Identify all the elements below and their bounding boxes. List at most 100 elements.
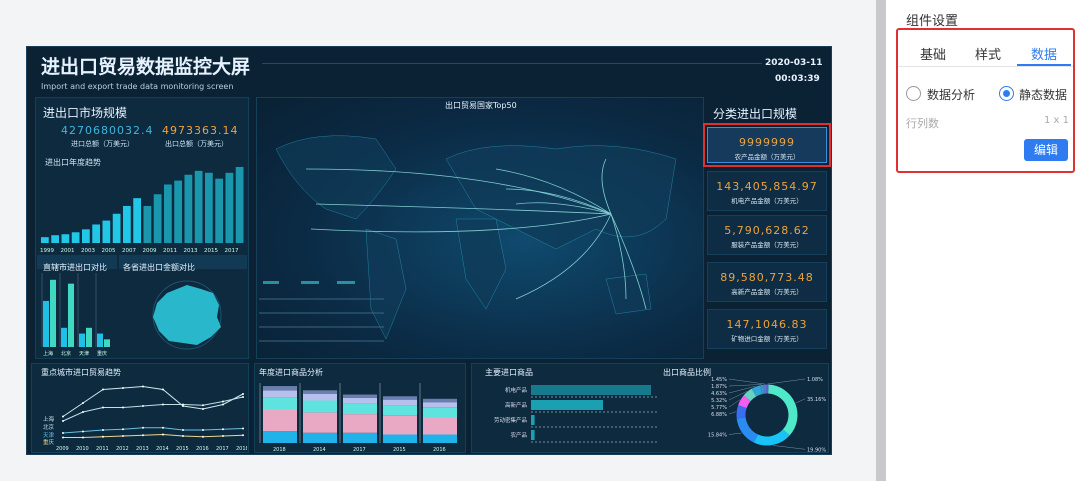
category-card[interactable]: 89,580,773.48 高新产品金额（万美元） [707, 262, 827, 302]
stack-segment [303, 393, 337, 401]
donut-label: 19.90% [807, 447, 826, 453]
line-point [122, 406, 124, 409]
export-ratio-chart: 1.08% 35.16% 19.90% 1.45%1.87%4.63%5.32%5.7… [708, 377, 826, 453]
stack-segment [343, 414, 377, 433]
card-value: 143,405,854.97 [716, 180, 818, 193]
trend-tick-label: 2003 [81, 248, 95, 253]
hbar-label: 农产品 [510, 431, 527, 439]
trend-bar [92, 224, 100, 243]
time: 00:03:39 [775, 74, 820, 84]
trend-tick-label: 1999 [40, 248, 54, 253]
line-point [222, 435, 224, 437]
stack-segment [343, 403, 377, 415]
line-point [82, 411, 84, 413]
stack-segment [383, 405, 417, 416]
tab-basic[interactable]: 基础 [920, 48, 947, 63]
stack-label: 2017 [353, 447, 366, 453]
trend-bar [153, 194, 162, 243]
line-point [242, 393, 244, 395]
donut-slice [759, 384, 765, 395]
line-point [182, 435, 184, 437]
donut-leader [795, 398, 806, 404]
rows-cols-label: 行列数 [906, 117, 939, 130]
legend-label: 上海 [43, 415, 55, 423]
trend-bar [215, 178, 223, 243]
line-point [182, 429, 184, 431]
trend-tick-label: 2017 [225, 248, 239, 253]
annual-trend-chart: 1999 2001 2003 2005 2007 2009 2011 2013 2015 2017 [40, 166, 244, 253]
city-compare-header: 直辖市进出口对比 [37, 255, 117, 272]
line-point [142, 405, 144, 407]
line-point [162, 426, 164, 429]
x-tick-label: 2011 [96, 446, 109, 452]
stack-segment [423, 402, 457, 408]
stack-segment [263, 397, 297, 409]
city-compare-heading: 直辖市进出口对比 [43, 263, 107, 272]
province-radar-chart [152, 280, 222, 350]
line-point [122, 387, 124, 389]
tab-style[interactable]: 样式 [975, 48, 1002, 63]
trend-bar [174, 180, 182, 243]
donut-leader [773, 445, 806, 450]
trend-line [62, 385, 244, 417]
stack-segment [383, 434, 417, 443]
category-card[interactable]: 147,1046.83 矿物进口金额（万美元） [707, 309, 827, 349]
trend-heading: 进出口年度趋势 [45, 158, 101, 167]
x-tick-label: 2014 [156, 446, 169, 452]
hbar-label: 机电产品 [505, 386, 528, 394]
rows-cols-value: 1 x 1 [1044, 115, 1069, 126]
stack-segment [423, 398, 457, 403]
line-point [62, 436, 64, 439]
hbar-label: 高新产品 [505, 401, 528, 409]
trend-bar [205, 172, 213, 243]
stack-segment [303, 412, 337, 433]
hbar [531, 430, 535, 440]
radio-static-data[interactable] [999, 86, 1014, 101]
stack-segment [303, 400, 337, 413]
city-bar [61, 327, 67, 347]
x-tick-label: 2013 [136, 446, 149, 452]
stack-segment [343, 394, 377, 398]
line-point [242, 427, 244, 430]
line-point [182, 403, 184, 406]
line-point [182, 405, 184, 407]
card-value: 147,1046.83 [726, 318, 808, 331]
scrollbar[interactable] [876, 0, 886, 481]
trend-bar [133, 198, 141, 243]
date: 2020-03-11 [765, 58, 823, 68]
x-tick-label: 2017 [216, 446, 229, 452]
stack-segment [423, 434, 457, 443]
hbar [531, 385, 651, 395]
trend-bar [61, 234, 70, 243]
donut-slice [743, 388, 757, 402]
donut-slice [767, 384, 798, 436]
tab-data[interactable]: 数据 [1031, 48, 1058, 63]
stack-segment [263, 409, 297, 432]
x-tick-label: 2016 [196, 446, 209, 452]
category-card[interactable]: 5,790,628.62 服装产品金额（万美元） [707, 215, 827, 255]
trend-line [62, 396, 244, 422]
category-card[interactable]: 143,405,854.97 机电产品金额（万美元） [707, 171, 827, 211]
stack-segment [263, 390, 297, 398]
stack-segment [343, 432, 377, 443]
radio-data-analysis[interactable] [906, 86, 921, 101]
edit-button[interactable]: 编辑 [1024, 139, 1068, 161]
trend-bar [82, 229, 90, 243]
line-point [142, 426, 144, 429]
line-point [242, 434, 244, 437]
line-point [62, 432, 64, 434]
donut-leader [728, 391, 748, 401]
trend-bar [51, 235, 59, 243]
x-tick-label: 2018 [236, 446, 247, 452]
stack-segment [383, 399, 417, 406]
category-card[interactable]: 9999999 农产品金额（万美元） [703, 123, 831, 167]
trend-bar [235, 166, 244, 243]
city-compare-chart: 上海 北京 天津 重庆 [41, 273, 110, 357]
trend-bar [112, 213, 121, 243]
city-label: 天津 [79, 350, 89, 357]
line-point [82, 430, 84, 433]
donut-slice [738, 395, 751, 409]
card-label: 机电产品金额（万美元） [731, 197, 803, 205]
